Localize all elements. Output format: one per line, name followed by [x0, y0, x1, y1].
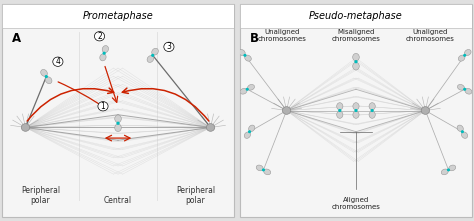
Circle shape [339, 110, 341, 111]
Circle shape [53, 57, 63, 66]
FancyBboxPatch shape [2, 4, 234, 217]
Ellipse shape [115, 115, 121, 122]
Circle shape [206, 124, 215, 131]
Ellipse shape [247, 84, 255, 90]
Text: 3: 3 [166, 42, 172, 51]
Circle shape [246, 88, 248, 90]
Text: 1: 1 [100, 102, 105, 111]
Circle shape [98, 102, 108, 111]
FancyBboxPatch shape [2, 4, 234, 28]
Ellipse shape [147, 56, 154, 62]
Ellipse shape [369, 103, 375, 110]
Circle shape [447, 169, 449, 171]
Circle shape [46, 76, 47, 77]
Circle shape [355, 110, 357, 111]
Text: 2: 2 [97, 32, 102, 41]
Circle shape [283, 107, 291, 114]
Circle shape [355, 61, 357, 63]
Circle shape [94, 32, 105, 41]
Ellipse shape [353, 111, 359, 118]
Text: Pseudo-metaphase: Pseudo-metaphase [309, 11, 403, 21]
Circle shape [21, 124, 30, 131]
Ellipse shape [244, 132, 251, 138]
Ellipse shape [465, 88, 472, 94]
Circle shape [152, 55, 154, 56]
Text: Prometaphase: Prometaphase [82, 11, 154, 21]
Ellipse shape [238, 50, 245, 55]
FancyBboxPatch shape [240, 4, 472, 28]
Ellipse shape [264, 169, 271, 175]
Text: Peripheral
polar: Peripheral polar [176, 185, 215, 205]
Text: Peripheral
polar: Peripheral polar [21, 185, 60, 205]
Circle shape [464, 88, 465, 90]
Ellipse shape [115, 124, 121, 131]
Ellipse shape [41, 69, 47, 76]
Text: Unaligned
chromosomes: Unaligned chromosomes [257, 29, 306, 42]
Text: Aligned
chromosomes: Aligned chromosomes [331, 198, 381, 210]
Text: Unaligned
chromosomes: Unaligned chromosomes [406, 29, 455, 42]
Ellipse shape [249, 125, 255, 131]
Ellipse shape [441, 169, 448, 175]
Ellipse shape [245, 55, 251, 61]
Text: 4: 4 [55, 57, 60, 66]
Ellipse shape [457, 84, 465, 90]
Polygon shape [290, 24, 424, 189]
Circle shape [249, 131, 250, 133]
Ellipse shape [369, 111, 375, 118]
Circle shape [421, 107, 429, 114]
Circle shape [263, 169, 264, 171]
Ellipse shape [102, 46, 109, 53]
Ellipse shape [465, 50, 471, 55]
Circle shape [464, 55, 465, 56]
Ellipse shape [256, 165, 263, 171]
Ellipse shape [353, 53, 359, 61]
Text: Central: Central [104, 196, 132, 205]
Text: A: A [12, 32, 21, 45]
FancyBboxPatch shape [240, 4, 472, 217]
Ellipse shape [337, 111, 343, 118]
Text: B: B [250, 32, 259, 45]
Ellipse shape [353, 103, 359, 110]
Ellipse shape [100, 54, 106, 61]
Circle shape [462, 131, 463, 133]
Circle shape [371, 110, 373, 111]
Circle shape [103, 52, 105, 54]
Text: Misaligned
chromosomes: Misaligned chromosomes [331, 29, 381, 42]
Circle shape [117, 122, 119, 124]
Ellipse shape [458, 55, 465, 61]
Circle shape [244, 55, 246, 56]
Ellipse shape [240, 88, 247, 94]
Ellipse shape [46, 77, 52, 84]
Circle shape [164, 42, 174, 51]
Ellipse shape [337, 103, 343, 110]
Ellipse shape [152, 48, 158, 55]
Ellipse shape [461, 132, 468, 138]
Ellipse shape [449, 165, 456, 171]
Ellipse shape [353, 62, 359, 70]
Ellipse shape [14, 34, 222, 204]
Ellipse shape [457, 125, 463, 131]
